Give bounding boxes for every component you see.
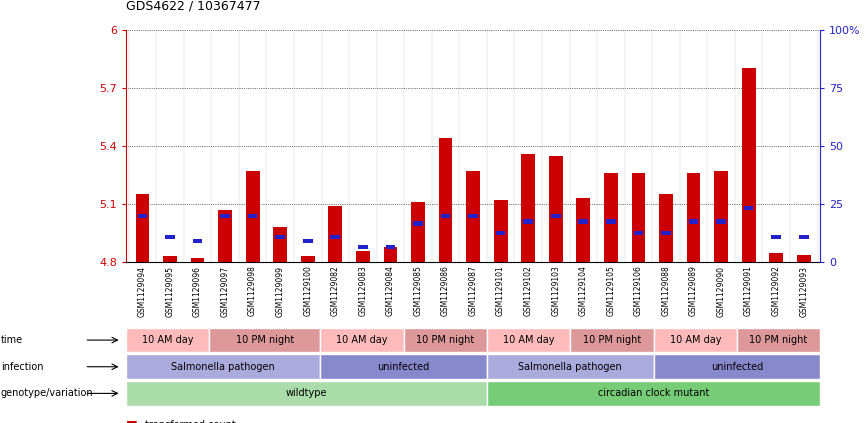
Text: Salmonella pathogen: Salmonella pathogen <box>171 362 275 372</box>
Bar <box>606 220 615 224</box>
Bar <box>634 231 643 235</box>
Text: 10 AM day: 10 AM day <box>141 335 194 345</box>
Text: 10 PM night: 10 PM night <box>582 335 641 345</box>
Bar <box>769 253 783 262</box>
Bar <box>137 214 148 218</box>
Bar <box>328 206 342 262</box>
Text: GSM1129101: GSM1129101 <box>496 266 505 316</box>
Bar <box>358 244 368 249</box>
Text: GSM1129096: GSM1129096 <box>193 266 202 316</box>
Bar <box>549 156 562 262</box>
Text: circadian clock mutant: circadian clock mutant <box>598 388 709 398</box>
Text: uninfected: uninfected <box>711 362 763 372</box>
Bar <box>659 195 673 262</box>
Bar <box>496 231 505 235</box>
Text: 10 AM day: 10 AM day <box>503 335 555 345</box>
Text: 10 AM day: 10 AM day <box>336 335 388 345</box>
Bar <box>193 239 202 243</box>
Text: infection: infection <box>1 362 43 372</box>
Bar <box>441 214 450 218</box>
Text: GSM1129085: GSM1129085 <box>413 266 423 316</box>
Bar <box>273 227 287 262</box>
Bar <box>165 235 174 239</box>
Text: 10 AM day: 10 AM day <box>669 335 721 345</box>
Text: GSM1129088: GSM1129088 <box>661 266 670 316</box>
Bar <box>247 214 258 218</box>
Bar <box>523 220 533 224</box>
Text: GSM1129102: GSM1129102 <box>523 266 533 316</box>
Text: GSM1129104: GSM1129104 <box>579 266 588 316</box>
Bar <box>331 235 340 239</box>
Text: 10 PM night: 10 PM night <box>749 335 808 345</box>
Bar <box>772 235 781 239</box>
Bar <box>688 220 699 224</box>
Bar <box>604 173 618 262</box>
Bar <box>246 171 260 262</box>
Text: GSM1129095: GSM1129095 <box>166 266 174 316</box>
Text: wildtype: wildtype <box>286 388 327 398</box>
Bar <box>576 198 590 262</box>
Text: GSM1129106: GSM1129106 <box>634 266 643 316</box>
Bar <box>413 221 423 225</box>
Text: uninfected: uninfected <box>378 362 430 372</box>
Text: GSM1129097: GSM1129097 <box>220 266 229 316</box>
Text: GSM1129087: GSM1129087 <box>469 266 477 316</box>
Bar <box>411 202 424 262</box>
Text: GSM1129086: GSM1129086 <box>441 266 450 316</box>
Bar <box>578 220 589 224</box>
Text: GSM1129099: GSM1129099 <box>276 266 285 316</box>
Text: transformed count: transformed count <box>145 420 236 423</box>
Bar <box>385 244 395 249</box>
Bar <box>191 258 204 262</box>
Text: GSM1129090: GSM1129090 <box>717 266 726 316</box>
Bar <box>687 173 700 262</box>
Text: GSM1129093: GSM1129093 <box>799 266 808 316</box>
Text: 10 PM night: 10 PM night <box>235 335 294 345</box>
Bar <box>494 200 508 262</box>
Text: GSM1129089: GSM1129089 <box>689 266 698 316</box>
Bar <box>384 247 398 262</box>
Text: ■: ■ <box>126 418 138 423</box>
Text: GSM1129100: GSM1129100 <box>303 266 312 316</box>
Bar <box>218 210 232 262</box>
Bar <box>163 256 177 262</box>
Bar <box>742 69 755 262</box>
Text: GSM1129105: GSM1129105 <box>607 266 615 316</box>
Bar <box>716 220 726 224</box>
Bar <box>466 171 480 262</box>
Bar <box>632 173 645 262</box>
Bar <box>799 235 809 239</box>
Bar <box>438 138 452 262</box>
Bar <box>301 256 314 262</box>
Text: GSM1129084: GSM1129084 <box>386 266 395 316</box>
Text: GSM1129083: GSM1129083 <box>358 266 367 316</box>
Bar <box>522 154 535 262</box>
Text: GSM1129092: GSM1129092 <box>772 266 780 316</box>
Text: GSM1129082: GSM1129082 <box>331 266 339 316</box>
Text: GSM1129098: GSM1129098 <box>248 266 257 316</box>
Bar <box>356 250 370 262</box>
Text: Salmonella pathogen: Salmonella pathogen <box>518 362 622 372</box>
Bar <box>468 214 478 218</box>
Bar <box>714 171 728 262</box>
Bar <box>135 195 149 262</box>
Text: time: time <box>1 335 23 345</box>
Text: 10 PM night: 10 PM night <box>416 335 475 345</box>
Bar <box>661 231 671 235</box>
Text: GSM1129091: GSM1129091 <box>744 266 753 316</box>
Text: GSM1129103: GSM1129103 <box>551 266 560 316</box>
Text: GDS4622 / 10367477: GDS4622 / 10367477 <box>126 0 260 13</box>
Text: genotype/variation: genotype/variation <box>1 388 94 398</box>
Bar <box>551 214 561 218</box>
Bar <box>744 206 753 210</box>
Bar <box>797 255 811 262</box>
Text: GSM1129094: GSM1129094 <box>138 266 147 316</box>
Bar <box>275 235 285 239</box>
Bar <box>220 214 230 218</box>
Bar <box>303 239 312 243</box>
